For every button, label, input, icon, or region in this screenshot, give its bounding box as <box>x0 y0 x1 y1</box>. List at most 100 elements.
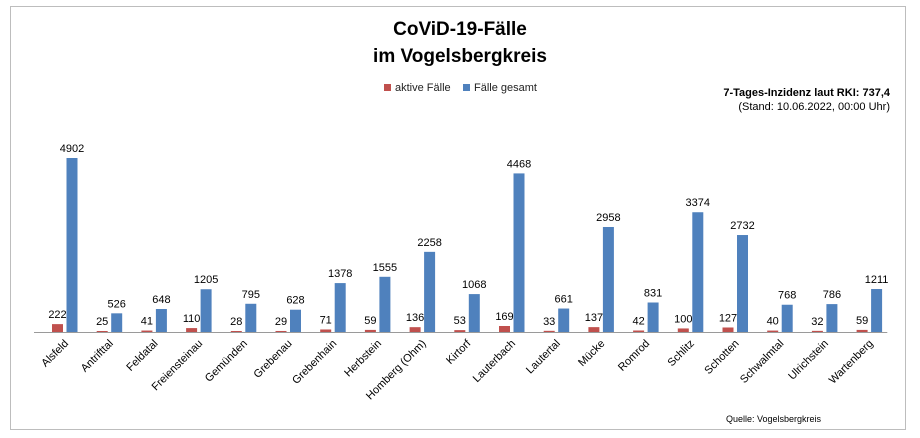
bar-aktive-6 <box>320 329 332 332</box>
x-tick-label-11: Lautertal <box>524 338 563 377</box>
bar-gesamt-7 <box>379 276 391 332</box>
bar-aktive-1 <box>96 331 108 332</box>
bar-aktive-18 <box>856 329 868 332</box>
x-tick-label-10: Lauterbach <box>471 338 518 385</box>
data-label-gesamt-16: 768 <box>778 290 796 302</box>
x-tick-label-9: Kirtorf <box>444 337 474 367</box>
data-label-aktive-18: 59 <box>856 315 868 327</box>
legend-swatch-gesamt <box>463 84 470 91</box>
data-label-aktive-15: 127 <box>719 312 737 324</box>
bar-gesamt-8 <box>424 251 436 332</box>
bar-gesamt-4 <box>245 303 257 332</box>
bar-gesamt-6 <box>334 283 346 332</box>
bar-aktive-0 <box>52 324 63 332</box>
bar-gesamt-17 <box>826 304 838 332</box>
bar-gesamt-12 <box>602 227 614 332</box>
bar-aktive-9 <box>454 330 466 332</box>
data-label-gesamt-0: 4902 <box>60 143 84 155</box>
bar-aktive-7 <box>364 329 376 332</box>
x-tick-label-1: Antrifttal <box>79 338 116 375</box>
data-label-gesamt-14: 3374 <box>686 197 710 209</box>
data-label-aktive-13: 42 <box>632 316 644 328</box>
data-label-gesamt-9: 1068 <box>462 279 486 291</box>
data-label-gesamt-18: 1211 <box>865 274 889 286</box>
data-label-aktive-3: 110 <box>183 313 201 325</box>
data-label-gesamt-17: 786 <box>823 289 841 301</box>
data-label-gesamt-8: 2258 <box>417 237 441 249</box>
data-label-gesamt-2: 648 <box>152 294 170 306</box>
data-label-aktive-2: 41 <box>141 316 153 328</box>
x-tick-label-14: Schlitz <box>666 338 697 369</box>
data-label-aktive-4: 28 <box>230 316 242 328</box>
bar-aktive-15 <box>722 327 734 332</box>
data-label-gesamt-11: 661 <box>555 294 573 306</box>
bar-aktive-11 <box>543 330 555 332</box>
x-tick-label-15: Schotten <box>702 338 741 377</box>
data-label-gesamt-1: 526 <box>108 298 126 310</box>
data-label-aktive-0: 222 <box>48 309 66 321</box>
x-tick-label-16: Schwalmtal <box>738 338 786 386</box>
bar-gesamt-13 <box>647 302 659 332</box>
stand-label: (Stand: 10.06.2022, 00:00 Uhr) <box>738 101 890 113</box>
data-label-aktive-7: 59 <box>364 315 376 327</box>
bar-gesamt-14 <box>692 212 704 332</box>
data-label-gesamt-15: 2732 <box>730 220 754 232</box>
x-tick-label-4: Gemünden <box>203 338 250 385</box>
data-label-gesamt-7: 1555 <box>373 262 397 274</box>
data-label-aktive-9: 53 <box>454 315 466 327</box>
bar-aktive-8 <box>409 327 421 332</box>
data-label-gesamt-3: 1205 <box>194 274 218 286</box>
legend-swatch-aktive <box>384 84 391 91</box>
data-label-gesamt-10: 4468 <box>507 158 531 170</box>
bar-gesamt-2 <box>155 308 167 332</box>
x-tick-label-18: Wartenberg <box>827 338 876 387</box>
bar-gesamt-5 <box>290 309 301 332</box>
data-label-aktive-5: 29 <box>275 316 287 328</box>
bar-aktive-5 <box>275 330 287 332</box>
data-label-aktive-11: 33 <box>543 316 555 328</box>
x-tick-label-6: Grebenhain <box>290 338 339 387</box>
x-tick-label-5: Grebenau <box>252 338 295 381</box>
x-tick-label-12: Mücke <box>576 338 607 369</box>
bar-gesamt-11 <box>558 308 570 332</box>
data-label-aktive-14: 100 <box>674 313 692 325</box>
source-label: Quelle: Vogelsbergkreis <box>726 414 822 424</box>
data-label-gesamt-13: 831 <box>644 288 662 300</box>
data-label-gesamt-12: 2958 <box>596 212 620 224</box>
bar-aktive-3 <box>186 328 198 332</box>
x-tick-label-0: Alsfeld <box>39 338 71 370</box>
data-label-aktive-12: 137 <box>585 312 603 324</box>
data-label-aktive-1: 25 <box>96 316 108 328</box>
data-label-aktive-6: 71 <box>320 314 332 326</box>
data-label-aktive-16: 40 <box>767 316 779 328</box>
x-tick-label-17: Ulrichstein <box>786 338 831 383</box>
bar-gesamt-0 <box>66 158 78 332</box>
data-label-aktive-8: 136 <box>406 312 424 324</box>
bar-aktive-13 <box>633 330 645 332</box>
bar-gesamt-10 <box>513 173 525 332</box>
legend-item-aktive: aktive Fälle <box>384 82 451 94</box>
data-label-gesamt-4: 795 <box>242 289 260 301</box>
bar-gesamt-16 <box>781 304 793 332</box>
bar-aktive-4 <box>230 331 242 332</box>
bar-gesamt-15 <box>737 235 748 332</box>
bar-aktive-14 <box>677 328 689 332</box>
data-label-gesamt-6: 1378 <box>328 268 352 280</box>
bar-gesamt-9 <box>468 294 480 332</box>
data-label-gesamt-5: 628 <box>286 295 304 307</box>
incidence-label: 7-Tages-Inzidenz laut RKI: 737,4 <box>723 87 890 99</box>
bar-aktive-17 <box>811 330 823 332</box>
chart-title-line1: CoViD-19-Fälle <box>393 19 527 40</box>
x-tick-label-7: Herbstein <box>342 338 384 380</box>
bar-aktive-2 <box>141 330 153 332</box>
legend-item-gesamt: Fälle gesamt <box>463 82 537 94</box>
bar-gesamt-3 <box>200 289 212 332</box>
bar-gesamt-1 <box>111 313 123 332</box>
legend-label-aktive: aktive Fälle <box>395 82 451 94</box>
data-label-aktive-10: 169 <box>495 311 513 323</box>
x-tick-label-13: Romrod <box>616 338 652 374</box>
chart-frame <box>10 6 906 430</box>
bar-aktive-12 <box>588 327 600 332</box>
bar-aktive-16 <box>767 330 779 332</box>
